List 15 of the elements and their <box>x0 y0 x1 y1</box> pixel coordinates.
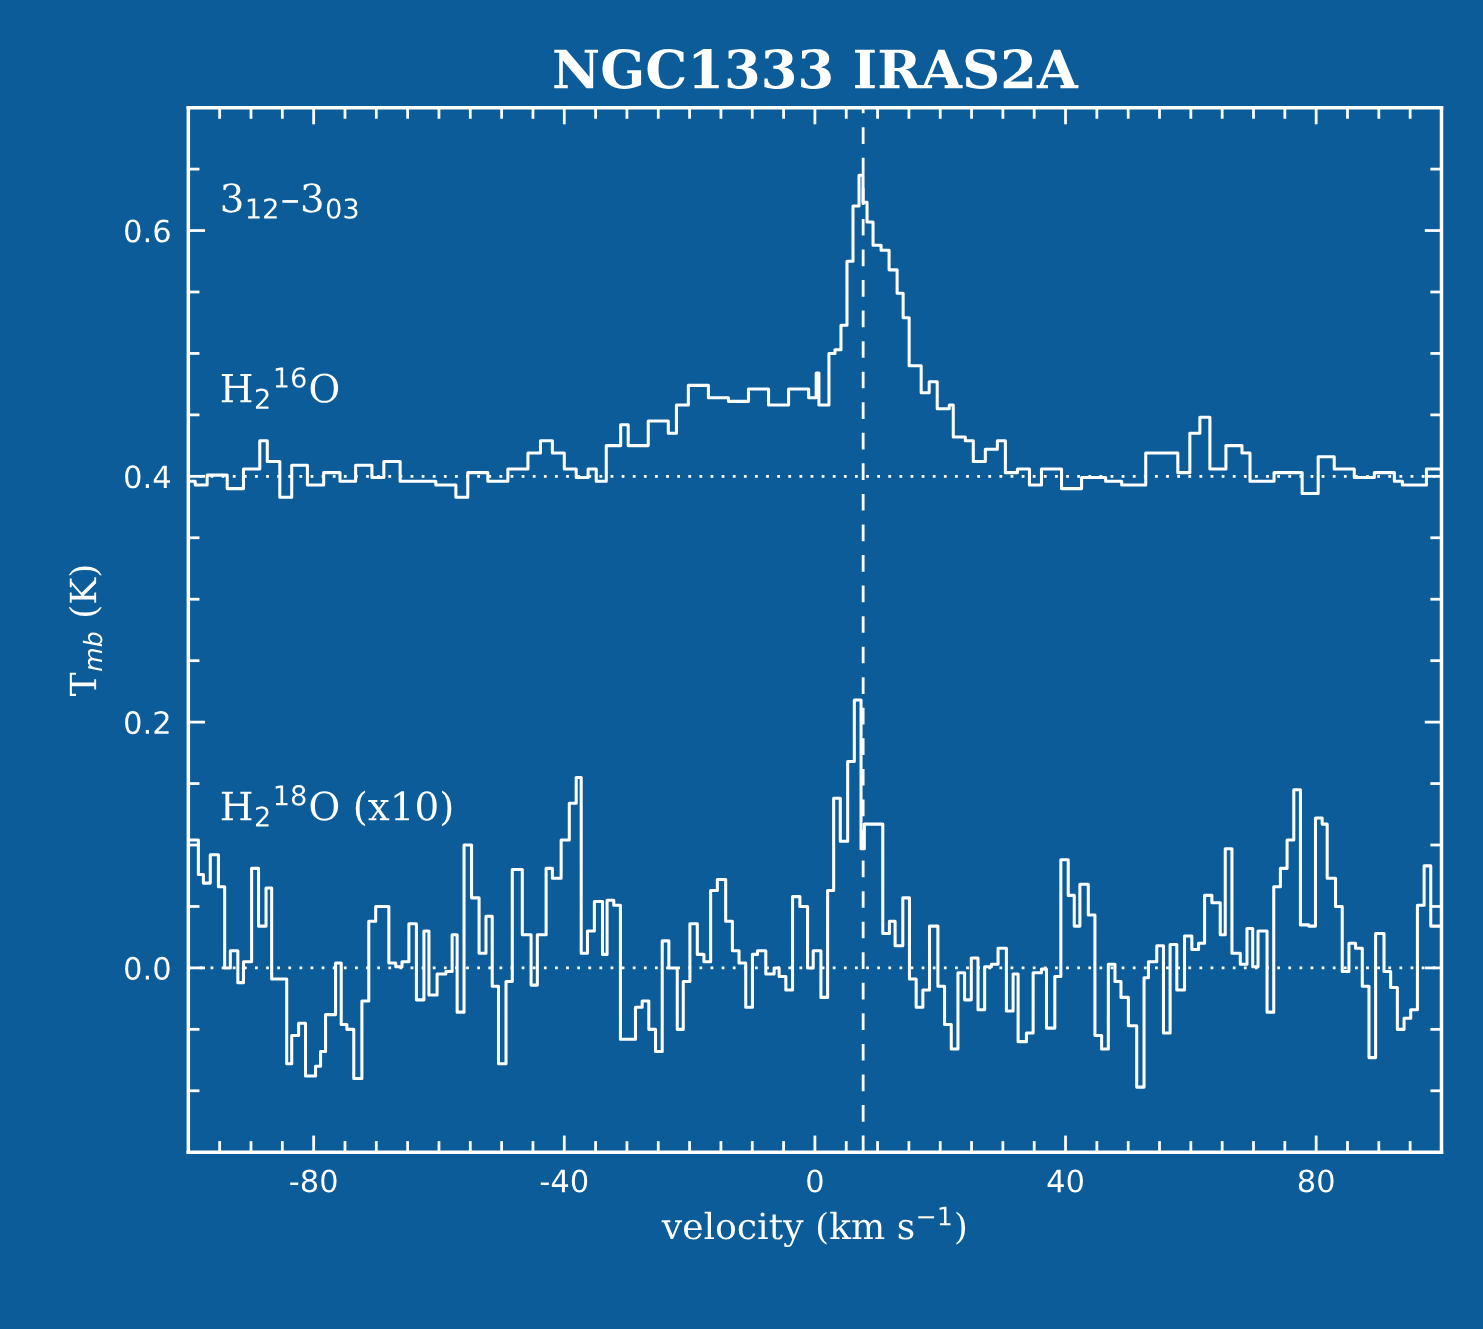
x-tick-label: -40 <box>540 1169 588 1193</box>
x-tick-label: 0 <box>807 1169 823 1193</box>
chart-title: NGC1333 IRAS2A <box>554 49 1079 89</box>
x-axis-title: velocity (km s$^{−1}$) <box>661 1206 966 1248</box>
series-label: H$_{2}$$^{18}$O (x10) <box>221 785 452 827</box>
y-tick-label: 0.2 <box>125 711 169 735</box>
y-axis-title: T$_{mb}$ (K) <box>68 566 103 697</box>
y-tick-label: 0.4 <box>125 465 170 489</box>
x-tick-label: -80 <box>290 1169 337 1193</box>
y-tick-label: 0.6 <box>125 219 170 243</box>
y-tick-label: 0.0 <box>125 956 170 980</box>
series-label: H$_{2}$$^{16}$O <box>221 367 339 409</box>
x-tick-label: 80 <box>1298 1169 1334 1193</box>
annotation: 3$_{12}$–3$_{03}$ <box>222 183 358 219</box>
x-tick-label: 40 <box>1047 1169 1083 1193</box>
